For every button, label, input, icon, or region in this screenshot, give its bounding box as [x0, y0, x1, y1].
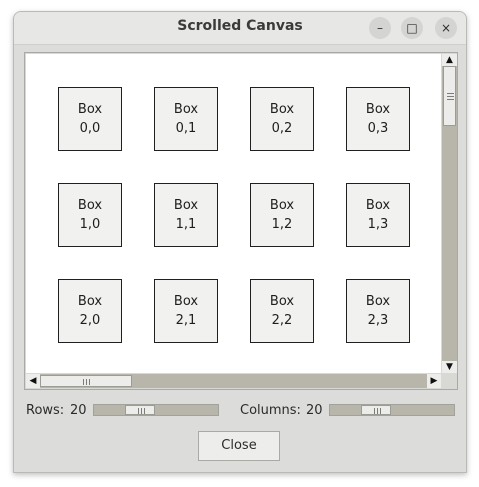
- box-1-3[interactable]: Box 1,3: [346, 183, 410, 247]
- scrolled-canvas[interactable]: Box 0,0 Box 0,1 Box 0,2 Box 0,3 Box 1,0 …: [26, 54, 441, 373]
- box-1-0[interactable]: Box 1,0: [58, 183, 122, 247]
- box-label: Box: [173, 294, 199, 309]
- columns-slider-knob[interactable]: [361, 405, 391, 415]
- box-2-1[interactable]: Box 2,1: [154, 279, 218, 343]
- box-coord: 1,2: [271, 217, 293, 232]
- box-1-2[interactable]: Box 1,2: [250, 183, 314, 247]
- scroll-down-arrow-icon[interactable]: ▼: [442, 361, 457, 373]
- window-title: Scrolled Canvas: [177, 18, 303, 34]
- close-window-button[interactable]: ×: [435, 17, 457, 39]
- scroll-up-arrow-icon[interactable]: ▲: [442, 54, 457, 66]
- box-coord: 1,3: [367, 217, 389, 232]
- rows-slider-knob[interactable]: [125, 405, 155, 415]
- box-2-0[interactable]: Box 2,0: [58, 279, 122, 343]
- grip-line: [141, 408, 142, 414]
- box-coord: 0,2: [271, 121, 293, 136]
- horizontal-scrollbar[interactable]: ◀ ▶: [26, 374, 441, 388]
- scroll-right-arrow-icon[interactable]: ▶: [427, 374, 441, 388]
- box-coord: 0,1: [175, 121, 197, 136]
- minimize-button[interactable]: –: [369, 17, 391, 39]
- box-label: Box: [365, 294, 391, 309]
- grip-line: [380, 408, 381, 414]
- scrollbar-corner: [442, 374, 457, 388]
- columns-slider[interactable]: [329, 404, 455, 416]
- grip-line: [377, 408, 378, 414]
- box-label: Box: [269, 198, 295, 213]
- box-coord: 2,3: [367, 313, 389, 328]
- box-coord: 0,0: [79, 121, 101, 136]
- grip-line: [83, 379, 84, 385]
- grip-line: [374, 408, 375, 414]
- grip-line: [86, 379, 87, 385]
- box-label: Box: [269, 294, 295, 309]
- box-coord: 2,0: [79, 313, 101, 328]
- box-coord: 2,1: [175, 313, 197, 328]
- horizontal-scroll-thumb[interactable]: [40, 375, 132, 387]
- box-label: Box: [173, 198, 199, 213]
- grip-line: [447, 96, 454, 97]
- box-coord: 1,1: [175, 217, 197, 232]
- rows-value: 20: [70, 403, 87, 418]
- rows-slider[interactable]: [93, 404, 219, 416]
- box-1-1[interactable]: Box 1,1: [154, 183, 218, 247]
- title-bar: Scrolled Canvas – □ ×: [14, 12, 466, 45]
- grip-line: [138, 408, 139, 414]
- columns-label: Columns:: [240, 403, 301, 418]
- grip-line: [144, 408, 145, 414]
- vertical-scrollbar[interactable]: ▲ ▼: [442, 54, 457, 373]
- scroll-left-arrow-icon[interactable]: ◀: [26, 374, 40, 388]
- close-button[interactable]: Close: [198, 431, 280, 461]
- box-coord: 1,0: [79, 217, 101, 232]
- box-coord: 2,2: [271, 313, 293, 328]
- box-label: Box: [77, 102, 103, 117]
- maximize-button[interactable]: □: [401, 17, 423, 39]
- box-label: Box: [173, 102, 199, 117]
- box-label: Box: [365, 198, 391, 213]
- box-0-3[interactable]: Box 0,3: [346, 87, 410, 151]
- grip-line: [447, 99, 454, 100]
- box-label: Box: [365, 102, 391, 117]
- box-2-2[interactable]: Box 2,2: [250, 279, 314, 343]
- columns-value: 20: [306, 403, 323, 418]
- box-0-2[interactable]: Box 0,2: [250, 87, 314, 151]
- rows-label: Rows:: [26, 403, 65, 418]
- box-0-1[interactable]: Box 0,1: [154, 87, 218, 151]
- vertical-scroll-thumb[interactable]: [443, 66, 456, 126]
- box-label: Box: [269, 102, 295, 117]
- scrolled-canvas-window: Scrolled Canvas – □ × Box 0,0 Box 0,1 Bo…: [13, 11, 467, 473]
- grip-line: [447, 93, 454, 94]
- canvas-frame: Box 0,0 Box 0,1 Box 0,2 Box 0,3 Box 1,0 …: [24, 52, 458, 390]
- grip-line: [89, 379, 90, 385]
- box-coord: 0,3: [367, 121, 389, 136]
- box-label: Box: [77, 198, 103, 213]
- box-label: Box: [77, 294, 103, 309]
- box-0-0[interactable]: Box 0,0: [58, 87, 122, 151]
- box-2-3[interactable]: Box 2,3: [346, 279, 410, 343]
